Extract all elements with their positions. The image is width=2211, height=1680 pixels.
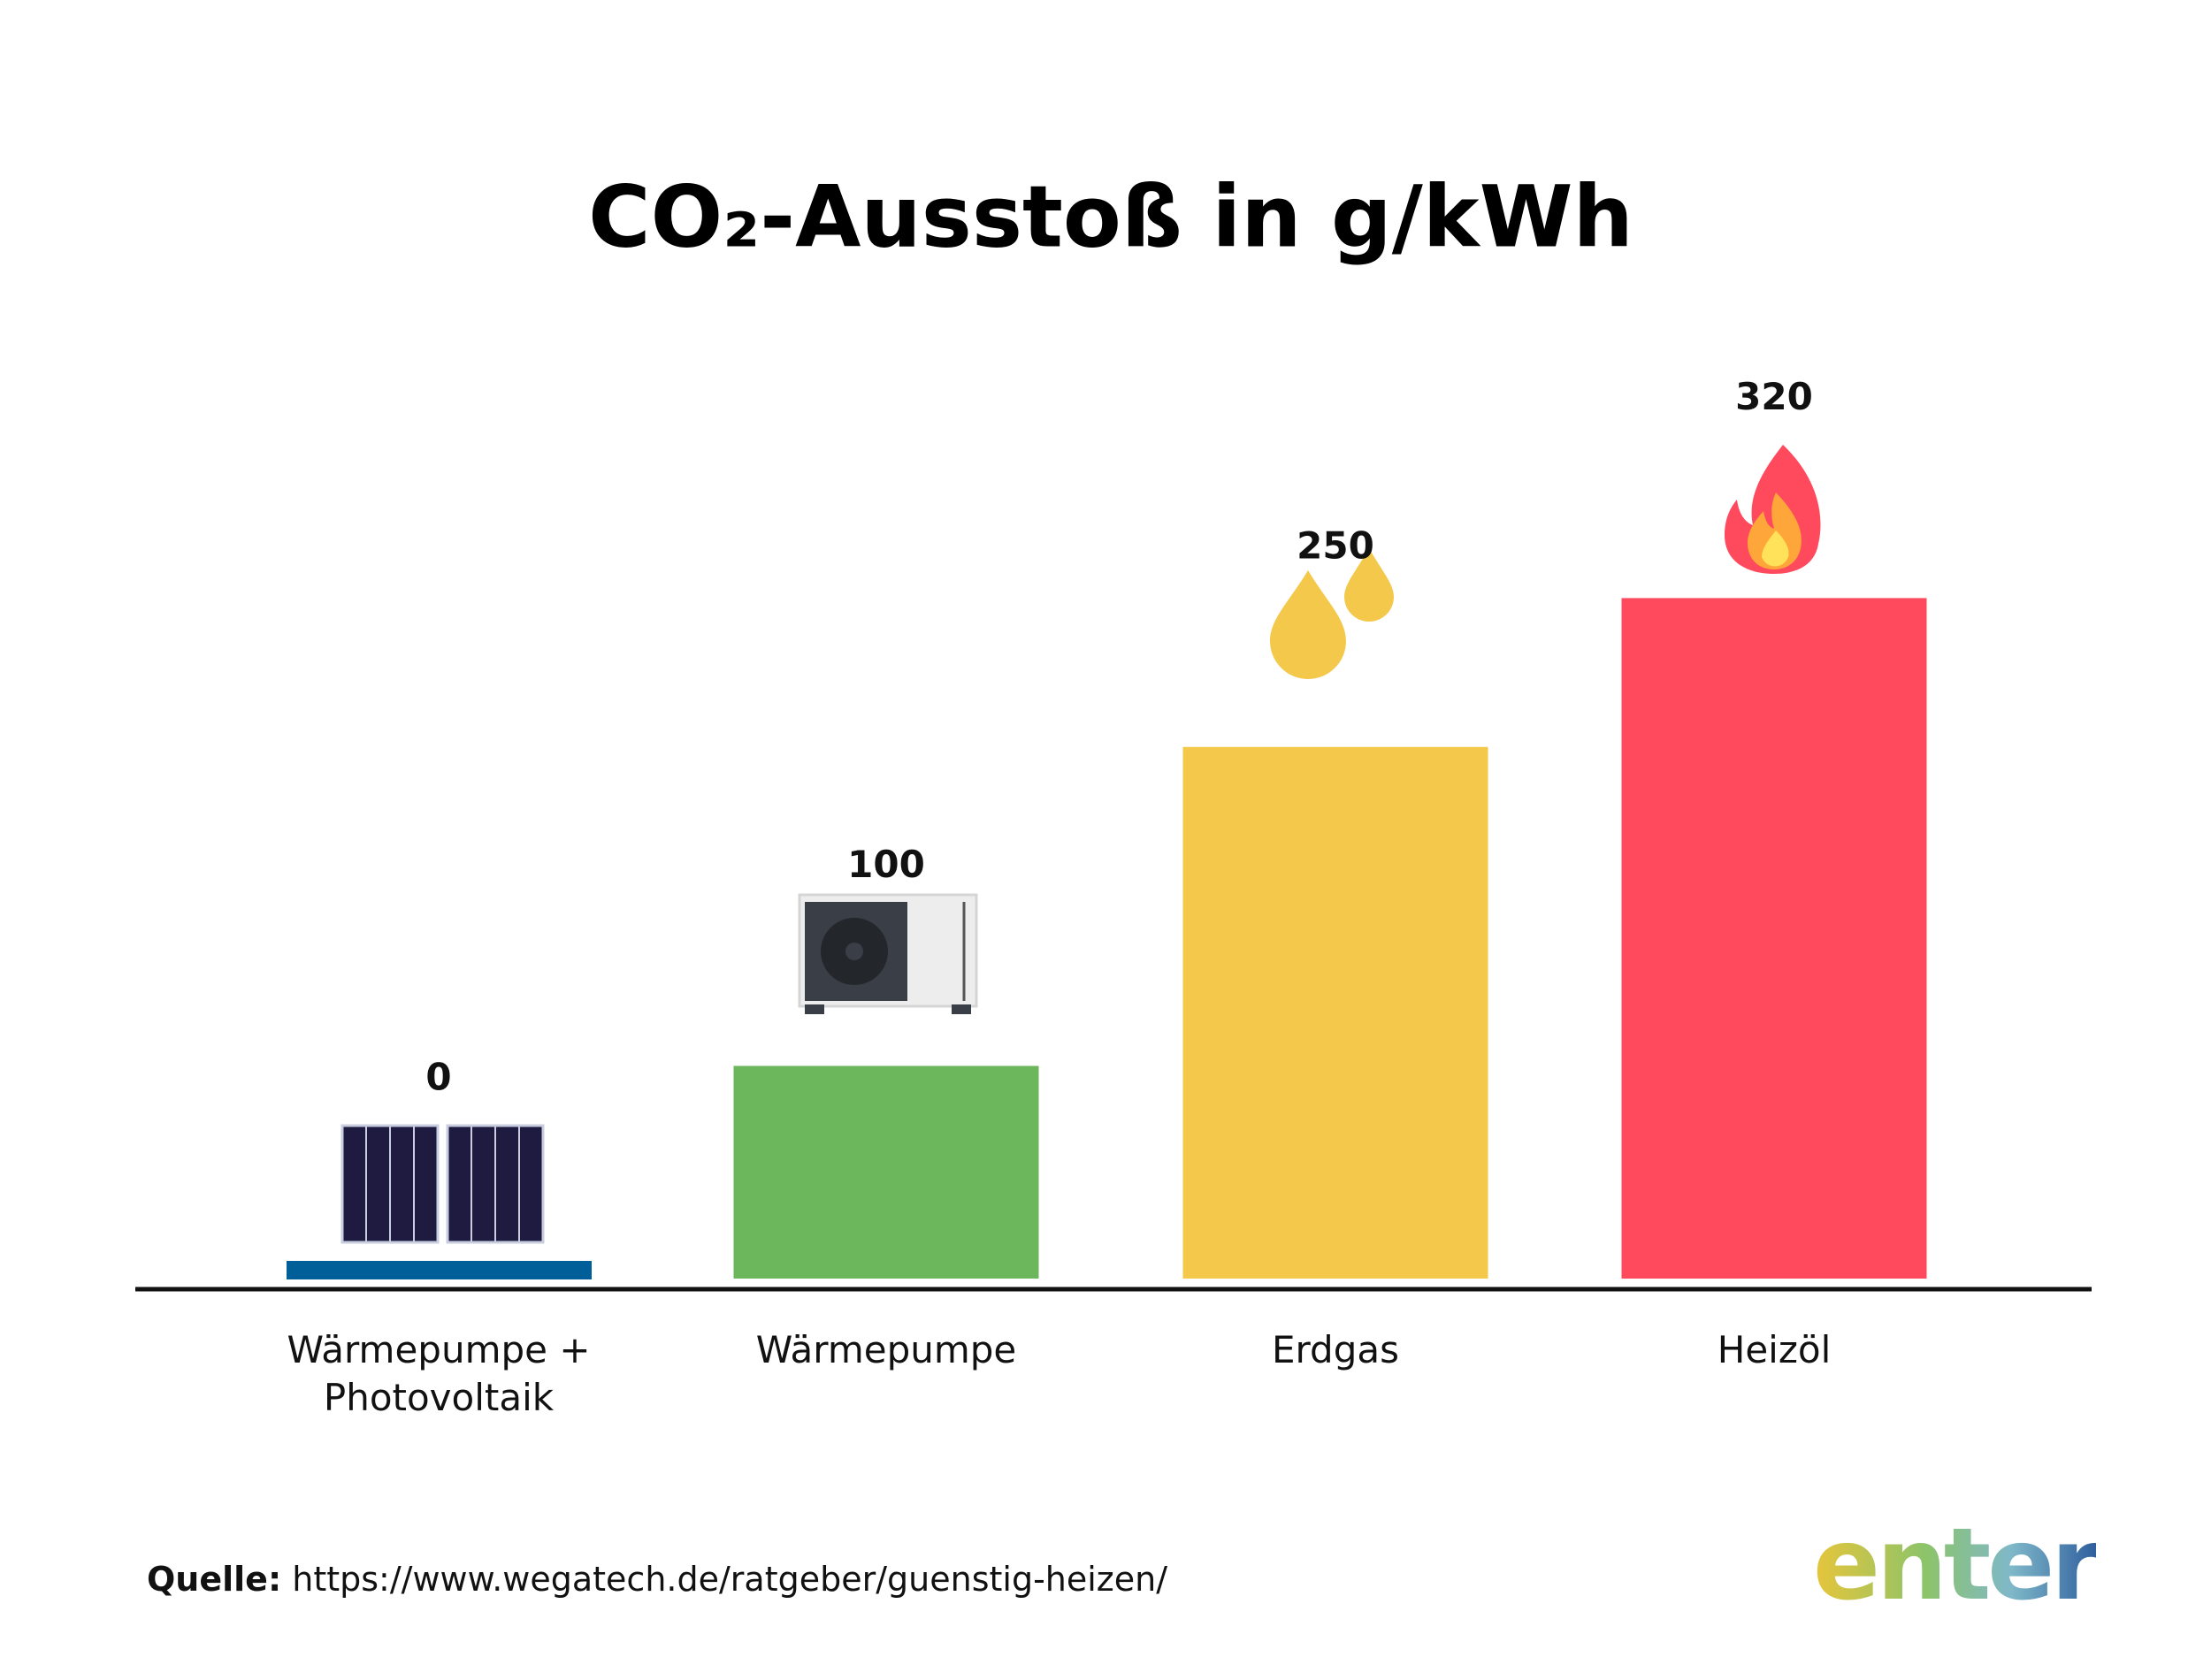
source-label: Quelle: — [147, 1560, 282, 1599]
drops-icon — [1270, 548, 1394, 679]
value-label: 100 — [847, 843, 925, 886]
value-label: 320 — [1735, 375, 1813, 418]
bar — [733, 1065, 1039, 1279]
category-label: Wärmepumpe — [755, 1328, 1017, 1371]
category-label: Wärmepumpe + Photovoltaik — [287, 1328, 591, 1419]
chart-title: CO₂-Ausstoß in g/kWh — [588, 167, 1633, 266]
category-label: Heizöl — [1717, 1328, 1832, 1371]
source-url: https://www.wegatech.de/ratgeber/guensti… — [292, 1560, 1168, 1599]
category-label: Erdgas — [1271, 1328, 1399, 1371]
source: Quelle: https://www.wegatech.de/ratgeber… — [147, 1560, 1167, 1599]
bar — [1182, 746, 1488, 1279]
value-label: 0 — [425, 1056, 451, 1099]
flame-icon — [1725, 445, 1821, 574]
logo: enter — [1813, 1508, 2100, 1623]
heat-pump-icon — [798, 893, 978, 1014]
bar — [1621, 598, 1927, 1279]
value-label: 250 — [1297, 523, 1374, 567]
solar-icon — [287, 1124, 592, 1279]
